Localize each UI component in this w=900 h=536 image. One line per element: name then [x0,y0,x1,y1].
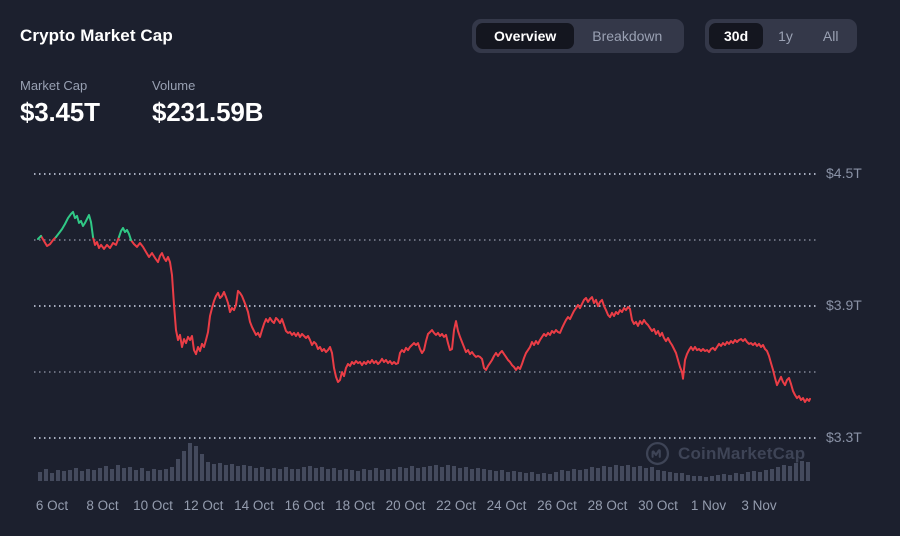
x-axis-label: 30 Oct [638,498,678,513]
volume-value: $231.59B [152,97,264,127]
x-axis-label: 6 Oct [35,498,69,513]
x-axis-label: 18 Oct [335,498,375,513]
x-axis-label: 12 Oct [183,498,224,513]
gridline-3-6t [34,371,816,373]
tab-breakdown[interactable]: Breakdown [592,28,663,44]
price-line-down [40,234,811,403]
x-axis-labels: 6 Oct 8 Oct 10 Oct 12 Oct 14 Oct 16 Oct 18 Oct… [0,498,900,518]
market-cap-label: Market Cap [20,78,88,93]
x-axis-label: 24 Oct [486,498,527,513]
gridline-4-2t [34,239,816,241]
y-axis-label: $3.3T [826,429,862,445]
x-axis-label: 8 Oct [86,498,119,513]
volume-label: Volume [152,78,196,93]
chart-canvas[interactable] [36,165,816,485]
page-title: Crypto Market Cap [20,26,173,45]
gridline-4-5t [34,173,816,175]
y-axis-label: $4.5T [826,165,862,181]
x-axis-label: 3 Nov [741,498,777,513]
gridline-3-9t [34,305,816,307]
x-axis-label: 26 Oct [537,498,577,513]
x-axis-label: 1 Nov [690,498,727,513]
y-axis-label: $3.9T [826,297,862,313]
market-cap-value: $3.45T [20,97,100,127]
x-axis-label: 10 Oct [133,498,173,513]
coinmarketcap-logo-icon [645,441,670,466]
range-all[interactable]: All [822,28,839,44]
watermark-text: CoinMarketCap [678,443,806,463]
watermark: CoinMarketCap [645,441,805,466]
range-1y[interactable]: 1y [778,28,793,44]
gridline-3-3t [34,437,816,439]
price-line-up [37,210,132,242]
x-axis-label: 22 Oct [436,498,476,513]
x-axis-label: 20 Oct [385,498,426,513]
x-axis-label: 16 Oct [284,498,325,513]
tab-overview[interactable]: Overview [476,23,575,49]
range-tabs-group: 30d 1y All [705,19,858,53]
x-axis-label: 28 Oct [587,498,628,513]
x-axis-label: 14 Oct [234,498,274,513]
range-30d[interactable]: 30d [709,23,764,49]
view-tabs-group: Overview Breakdown [472,19,685,53]
volume-bars [38,443,810,481]
